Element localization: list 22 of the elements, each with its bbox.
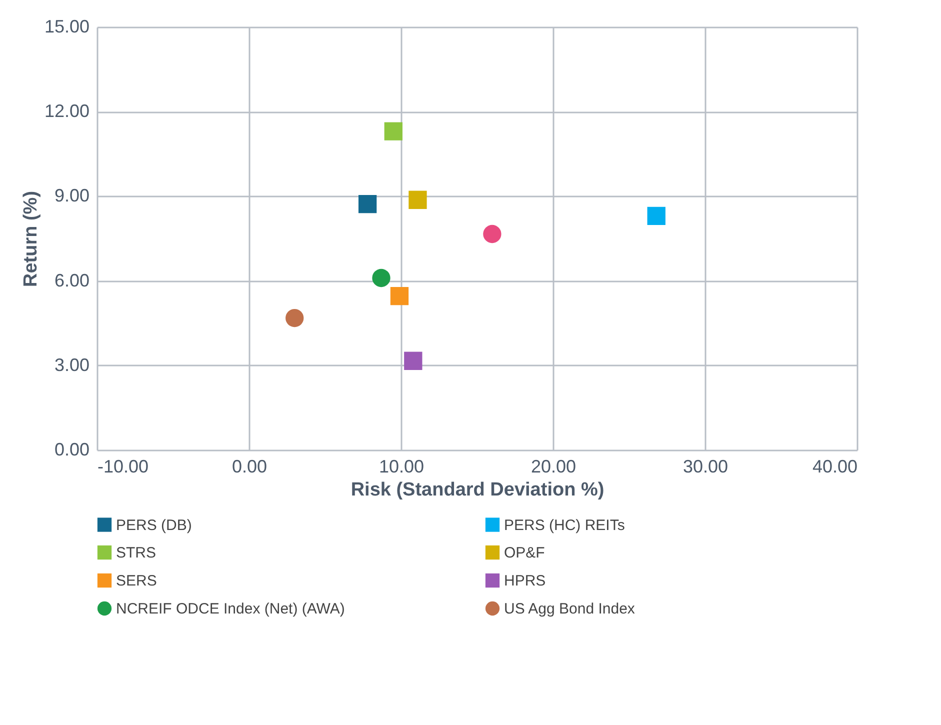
legend-label: OP&F — [504, 544, 545, 562]
x-tick-label: 40.00 — [812, 456, 858, 476]
legend-label: STRS — [116, 544, 156, 562]
y-axis-title: Return (%) — [20, 190, 42, 288]
x-tick-label: 0.00 — [232, 456, 268, 476]
y-tick-label: 12.00 — [44, 101, 90, 122]
legend-label: HPRS — [504, 572, 546, 590]
y-tick-label: 0.00 — [54, 440, 90, 460]
legend-label: US Agg Bond Index — [504, 600, 636, 618]
x-tick-label: 30.00 — [682, 456, 728, 476]
legend-label: PERS (DB) — [116, 516, 192, 534]
y-tick-label: 9.00 — [54, 186, 90, 206]
legend-label: PERS (HC) REITs — [504, 516, 625, 534]
y-tick-label: 3.00 — [54, 354, 90, 375]
x-tick-label: -10.00 — [98, 456, 149, 476]
y-tick-label: 15.00 — [44, 16, 90, 36]
legend-label: SERS — [116, 572, 157, 590]
legend-label: NCREIF ODCE Index (Net) (AWA) — [116, 600, 345, 618]
x-axis-title: Risk (Standard Deviation %) — [350, 480, 604, 500]
y-tick-label: 6.00 — [54, 270, 90, 290]
x-tick-label: 10.00 — [378, 456, 424, 476]
x-tick-label: 20.00 — [530, 456, 576, 476]
